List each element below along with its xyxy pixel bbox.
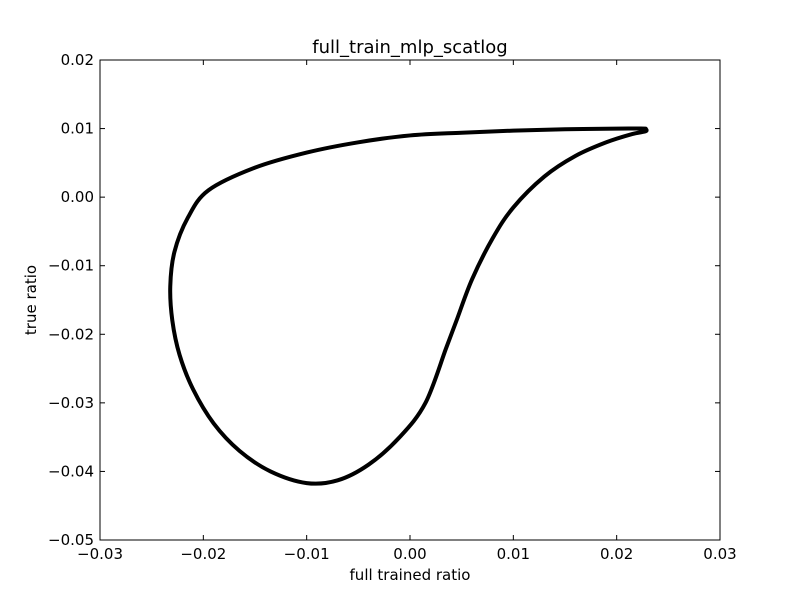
y-tick-label: −0.05 xyxy=(48,531,94,549)
x-tick-label: −0.01 xyxy=(284,545,330,563)
x-tick-label: −0.02 xyxy=(180,545,226,563)
y-tick-label: −0.02 xyxy=(48,325,94,343)
x-tick-label: 0.03 xyxy=(703,545,736,563)
x-tick-label: 0.00 xyxy=(393,545,426,563)
chart-title: full_train_mlp_scatlog xyxy=(312,37,507,58)
x-tick-label: 0.01 xyxy=(497,545,530,563)
plot-frame xyxy=(99,59,721,541)
series-line xyxy=(168,126,649,486)
y-tick-label: 0.02 xyxy=(61,51,94,69)
y-tick-label: −0.01 xyxy=(48,257,94,275)
x-axis-label: full trained ratio xyxy=(350,566,471,584)
y-tick-label: 0.00 xyxy=(61,188,94,206)
plot-layer xyxy=(168,126,649,486)
y-tick-label: −0.04 xyxy=(48,462,94,480)
y-axis-label: true ratio xyxy=(22,265,40,335)
ticks-layer: −0.03 −0.02 −0.01 0.00 0.01 0.02 0.03−0.05−0.0… xyxy=(48,51,737,563)
x-tick-label: −0.03 xyxy=(77,545,123,563)
y-tick-label: 0.01 xyxy=(61,120,94,138)
x-tick-label: 0.02 xyxy=(600,545,633,563)
y-tick-label: −0.03 xyxy=(48,394,94,412)
